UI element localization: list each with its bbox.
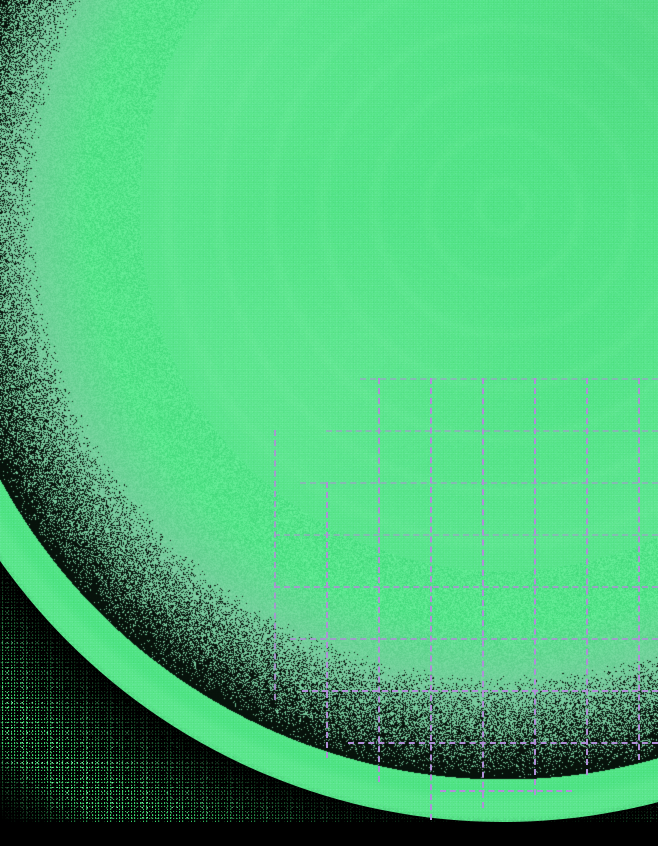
source-rim-halo — [0, 0, 658, 822]
